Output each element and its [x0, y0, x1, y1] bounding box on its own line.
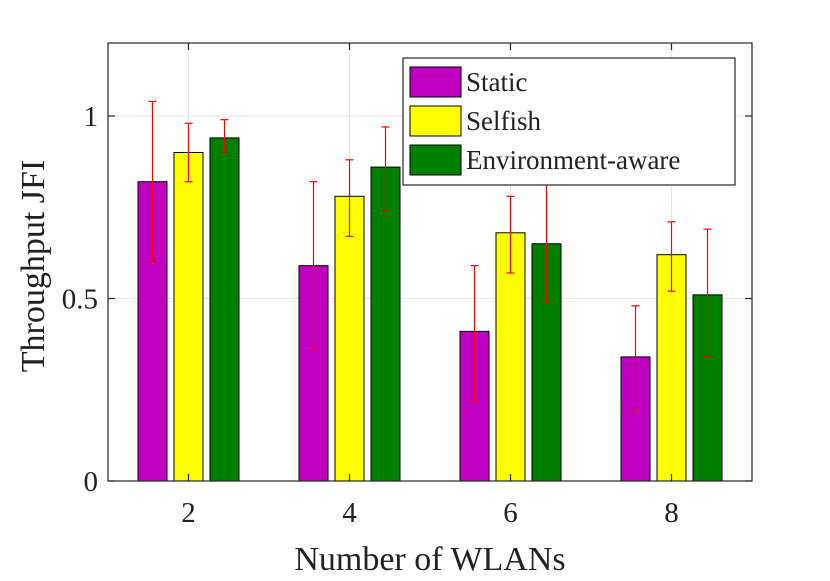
y-tick-label: 0 [84, 466, 99, 498]
error-bar-static-2 [148, 100, 157, 263]
legend-entry-environment-aware: Environment-aware [409, 144, 680, 176]
legend-label: Environment-aware [466, 145, 680, 175]
bars [137, 137, 723, 482]
error-bar-selfish-4 [345, 159, 354, 238]
y-tick-label: 1 [84, 101, 99, 133]
x-tick-label: 8 [664, 497, 679, 529]
x-axis-label: Number of WLANs [294, 541, 565, 578]
bar-environment-aware-6 [531, 243, 562, 482]
legend-label: Static [466, 67, 528, 97]
bar-environment-aware-8 [692, 294, 723, 482]
error-bar-static-8 [631, 305, 640, 413]
error-bar-selfish-6 [506, 195, 515, 274]
y-axis-label: Throughput JFI [15, 160, 52, 373]
error-bar-environment-aware-4 [381, 126, 390, 212]
legend-swatch [409, 144, 462, 176]
legend-label: Selfish [466, 106, 542, 136]
x-tick-label: 2 [181, 497, 196, 529]
error-bar-environment-aware-2 [220, 119, 229, 154]
legend-swatch [409, 105, 462, 137]
bar-selfish-6 [495, 232, 526, 482]
legend: Static Selfish Environment-aware [402, 57, 736, 186]
bar-selfish-4 [334, 195, 365, 482]
error-bar-environment-aware-8 [703, 228, 712, 358]
x-tick-label: 6 [503, 497, 518, 529]
axis-ticks: 0 0.5 1 2 4 6 8 [62, 43, 752, 529]
legend-entry-selfish: Selfish [409, 105, 542, 137]
bar-selfish-2 [173, 152, 204, 482]
x-tick-label: 4 [342, 497, 357, 529]
error-bar-static-4 [309, 181, 318, 351]
legend-entry-static: Static [409, 66, 528, 98]
bar-selfish-8 [656, 254, 687, 482]
error-bar-selfish-2 [184, 122, 193, 183]
error-bar-selfish-8 [667, 221, 676, 292]
bar-environment-aware-4 [370, 166, 401, 482]
legend-swatch [409, 66, 462, 98]
error-bar-static-6 [470, 265, 479, 402]
y-tick-label: 0.5 [62, 284, 98, 316]
bar-environment-aware-2 [209, 137, 240, 482]
plot-frame [107, 42, 753, 482]
